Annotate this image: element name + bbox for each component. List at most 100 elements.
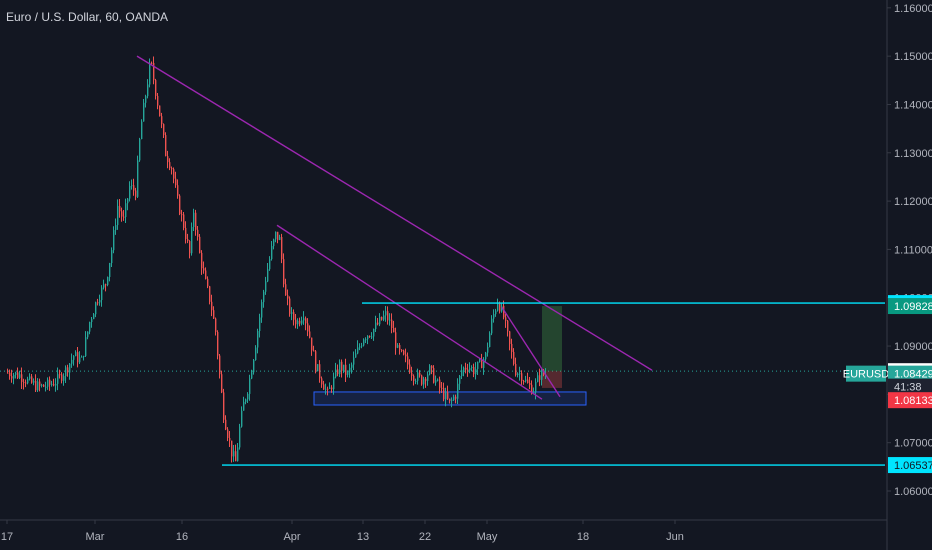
candle-body bbox=[347, 371, 349, 375]
y-tick-label: 1.13000 bbox=[894, 148, 932, 160]
candle-body bbox=[355, 353, 357, 358]
candle-body bbox=[211, 301, 213, 311]
candle-body bbox=[123, 216, 125, 218]
candle-body bbox=[295, 319, 297, 325]
candle-body bbox=[315, 351, 317, 372]
candle-body bbox=[467, 369, 469, 371]
candle-body bbox=[433, 368, 435, 383]
candle-body bbox=[481, 359, 483, 369]
candle-body bbox=[163, 124, 165, 136]
candle-body bbox=[229, 438, 231, 441]
candle-body bbox=[345, 364, 347, 375]
candle-body bbox=[281, 237, 283, 260]
candle-body bbox=[255, 347, 257, 361]
candle-body bbox=[291, 312, 293, 314]
candle-body bbox=[43, 384, 45, 387]
candle-body bbox=[113, 230, 115, 251]
candle-body bbox=[541, 370, 543, 380]
candle-body bbox=[307, 323, 309, 332]
candle-body bbox=[25, 382, 27, 384]
candle-body bbox=[237, 447, 239, 462]
candle-body bbox=[107, 277, 109, 285]
candle-body bbox=[507, 320, 509, 332]
candle-body bbox=[471, 367, 473, 369]
candle-body bbox=[423, 378, 425, 385]
candle-body bbox=[121, 211, 123, 217]
candle-body bbox=[385, 311, 387, 316]
candle-body bbox=[177, 185, 179, 196]
candle-body bbox=[249, 378, 251, 394]
candle-body bbox=[239, 426, 241, 448]
candle-body bbox=[215, 318, 217, 333]
candle-body bbox=[79, 357, 81, 363]
candle-body bbox=[511, 343, 513, 352]
candle-body bbox=[179, 195, 181, 215]
candle-body bbox=[115, 225, 117, 231]
candle-body bbox=[111, 250, 113, 264]
candle-body bbox=[473, 367, 475, 375]
candle-body bbox=[9, 372, 11, 377]
candle-body bbox=[153, 63, 155, 81]
candle-body bbox=[143, 102, 145, 122]
candle-body bbox=[217, 332, 219, 356]
candle-body bbox=[193, 212, 195, 227]
candle-body bbox=[149, 62, 151, 85]
candle-body bbox=[181, 214, 183, 216]
candle-body bbox=[445, 392, 447, 400]
candle-body bbox=[503, 305, 505, 318]
candle-body bbox=[203, 268, 205, 271]
candle-body bbox=[185, 227, 187, 240]
candle-body bbox=[45, 386, 47, 388]
candle-body bbox=[527, 379, 529, 383]
candle-body bbox=[147, 84, 149, 97]
candle-body bbox=[29, 376, 31, 379]
candle-body bbox=[299, 320, 301, 324]
candle-body bbox=[91, 319, 93, 323]
price-badge-label: 1.08429 bbox=[894, 369, 932, 381]
candle-body bbox=[53, 384, 55, 386]
candle-body bbox=[465, 367, 467, 370]
candle-body bbox=[85, 337, 87, 356]
candle-body bbox=[303, 318, 305, 321]
candle-body bbox=[95, 302, 97, 315]
candle-body bbox=[499, 303, 501, 312]
candle-body bbox=[35, 380, 37, 391]
trendline bbox=[276, 224, 543, 400]
candle-body bbox=[71, 359, 73, 364]
candle-body bbox=[417, 372, 419, 381]
candle-body bbox=[525, 379, 527, 382]
candle-body bbox=[227, 429, 229, 439]
price-badge-label: 1.09828 bbox=[894, 301, 932, 313]
candle-body bbox=[277, 231, 279, 240]
candle-body bbox=[443, 387, 445, 400]
candle-body bbox=[419, 372, 421, 376]
candle-body bbox=[529, 382, 531, 385]
candle-body bbox=[309, 331, 311, 338]
candle-body bbox=[83, 355, 85, 357]
candle-body bbox=[377, 322, 379, 325]
candle-body bbox=[133, 185, 135, 191]
candle-body bbox=[337, 369, 339, 375]
candle-body bbox=[381, 316, 383, 320]
candle-body bbox=[343, 364, 345, 371]
candle-body bbox=[21, 374, 23, 382]
candle-body bbox=[321, 378, 323, 385]
candle-body bbox=[439, 379, 441, 388]
candle-body bbox=[393, 327, 395, 333]
candle-body bbox=[117, 205, 119, 226]
candle-body bbox=[235, 451, 237, 462]
candle-body bbox=[379, 316, 381, 325]
candle-body bbox=[387, 311, 389, 321]
candle-body bbox=[493, 314, 495, 319]
candle-body bbox=[479, 359, 481, 362]
candle-body bbox=[437, 379, 439, 381]
candle-body bbox=[241, 410, 243, 427]
candle-body bbox=[351, 364, 353, 368]
candle-body bbox=[353, 357, 355, 365]
candle-body bbox=[93, 314, 95, 320]
candle-body bbox=[363, 339, 365, 346]
candle-body bbox=[247, 393, 249, 400]
candle-body bbox=[169, 162, 171, 169]
